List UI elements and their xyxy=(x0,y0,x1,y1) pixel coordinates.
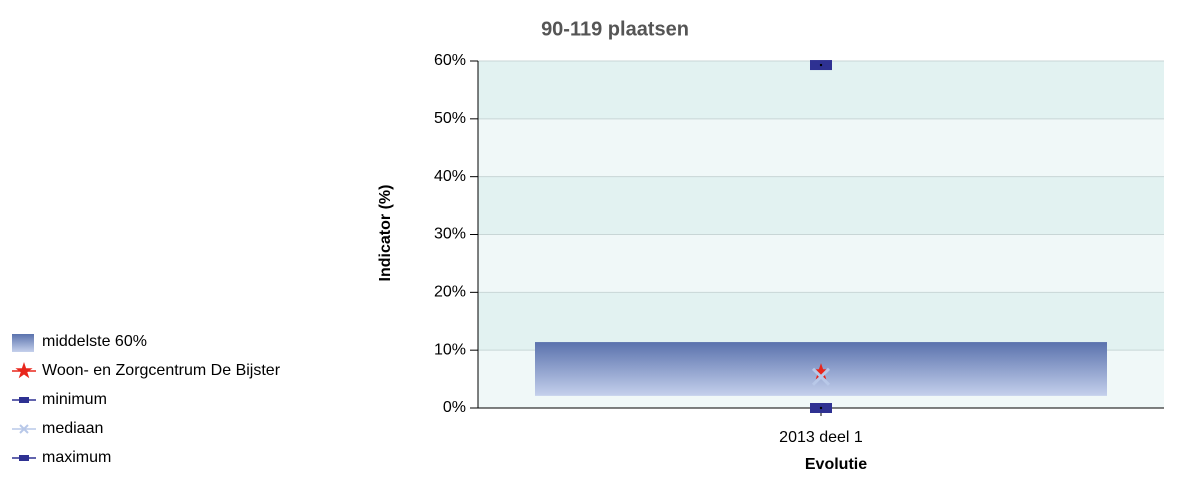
y-tick-label: 50% xyxy=(434,110,466,127)
legend-marker xyxy=(19,424,29,434)
legend-label: mediaan xyxy=(42,420,103,437)
legend-marker xyxy=(15,362,33,379)
y-tick-label: 10% xyxy=(434,341,466,358)
x-axis-label: Evolutie xyxy=(805,456,867,473)
y-tick-label: 60% xyxy=(434,52,466,69)
y-tick-label: 40% xyxy=(434,168,466,185)
legend-marker xyxy=(19,455,29,461)
plot-stripe xyxy=(478,61,1164,119)
chart-title: 90-119 plaatsen xyxy=(541,18,689,40)
legend-label: Woon- en Zorgcentrum De Bijster xyxy=(42,362,281,379)
plot-stripe xyxy=(478,118,1164,177)
marker-dot xyxy=(819,406,823,410)
y-tick-label: 0% xyxy=(443,399,466,416)
marker-x xyxy=(811,367,831,386)
marker-star xyxy=(812,363,830,380)
plot-stripe xyxy=(478,176,1164,235)
legend-label: middelste 60% xyxy=(42,333,147,350)
legend-swatch xyxy=(12,334,34,352)
x-tick-label: 2013 deel 1 xyxy=(779,429,863,446)
marker-dot xyxy=(819,63,823,67)
plot-stripe xyxy=(478,234,1164,293)
legend-label: maximum xyxy=(42,449,111,466)
legend-marker xyxy=(19,397,29,403)
plot-background xyxy=(478,61,1164,408)
legend-label: minimum xyxy=(42,391,107,408)
y-tick-label: 20% xyxy=(434,284,466,301)
y-tick-label: 30% xyxy=(434,226,466,243)
plot-stripe xyxy=(478,292,1164,351)
y-axis-label: Indicator (%) xyxy=(377,185,394,282)
